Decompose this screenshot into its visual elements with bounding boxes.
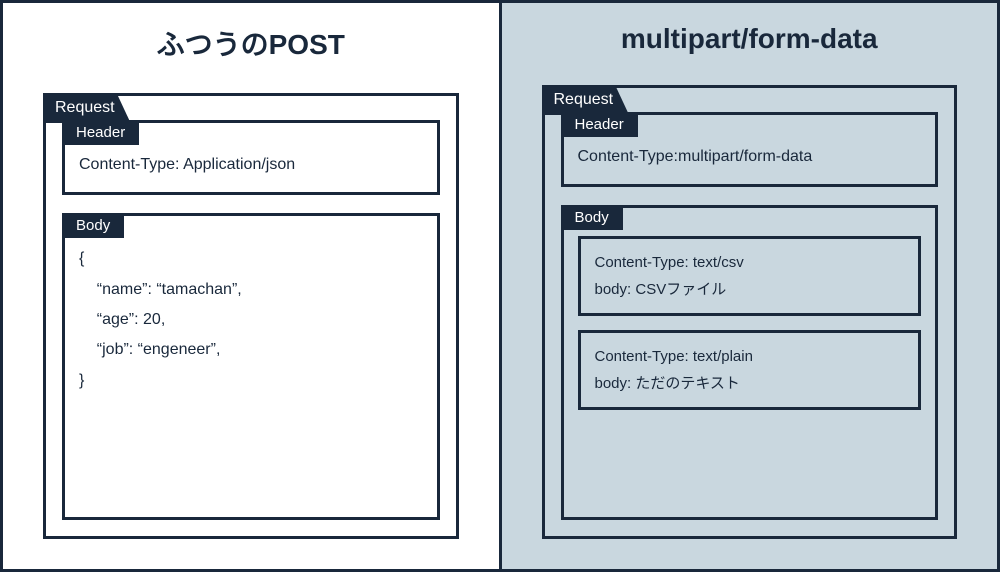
- left-panel-title: ふつうのPOST: [43, 23, 459, 63]
- left-body-json: { “name”: “tamachan”, “age”: 20, “job”: …: [79, 244, 423, 396]
- left-request-box: Request Header Content-Type: Application…: [43, 93, 459, 539]
- left-header-tab: Header: [62, 120, 139, 145]
- left-header-box: Header Content-Type: Application/json: [62, 120, 440, 195]
- left-body-tab: Body: [62, 213, 124, 238]
- right-request-tab: Request: [542, 85, 630, 115]
- part-body: body: CSVファイル: [595, 276, 905, 303]
- part-content-type: Content-Type: text/plain: [595, 343, 905, 370]
- right-body-tab: Body: [561, 205, 623, 230]
- right-body-box: Body Content-Type: text/csv body: CSVファイ…: [561, 205, 939, 520]
- right-header-content: Content-Type:multipart/form-data: [578, 143, 922, 170]
- part-body: body: ただのテキスト: [595, 370, 905, 397]
- right-header-box: Header Content-Type:multipart/form-data: [561, 112, 939, 187]
- left-panel: ふつうのPOST Request Header Content-Type: Ap…: [3, 3, 502, 569]
- left-body-box: Body { “name”: “tamachan”, “age”: 20, “j…: [62, 213, 440, 520]
- right-panel-title: multipart/form-data: [542, 23, 958, 55]
- diagram-container: ふつうのPOST Request Header Content-Type: Ap…: [0, 0, 1000, 572]
- left-request-tab: Request: [43, 93, 131, 123]
- right-request-box: Request Header Content-Type:multipart/fo…: [542, 85, 958, 539]
- part-content-type: Content-Type: text/csv: [595, 249, 905, 276]
- body-part-0: Content-Type: text/csv body: CSVファイル: [578, 236, 922, 316]
- right-panel: multipart/form-data Request Header Conte…: [502, 3, 998, 569]
- left-header-content: Content-Type: Application/json: [79, 151, 423, 178]
- body-part-1: Content-Type: text/plain body: ただのテキスト: [578, 330, 922, 410]
- right-header-tab: Header: [561, 112, 638, 137]
